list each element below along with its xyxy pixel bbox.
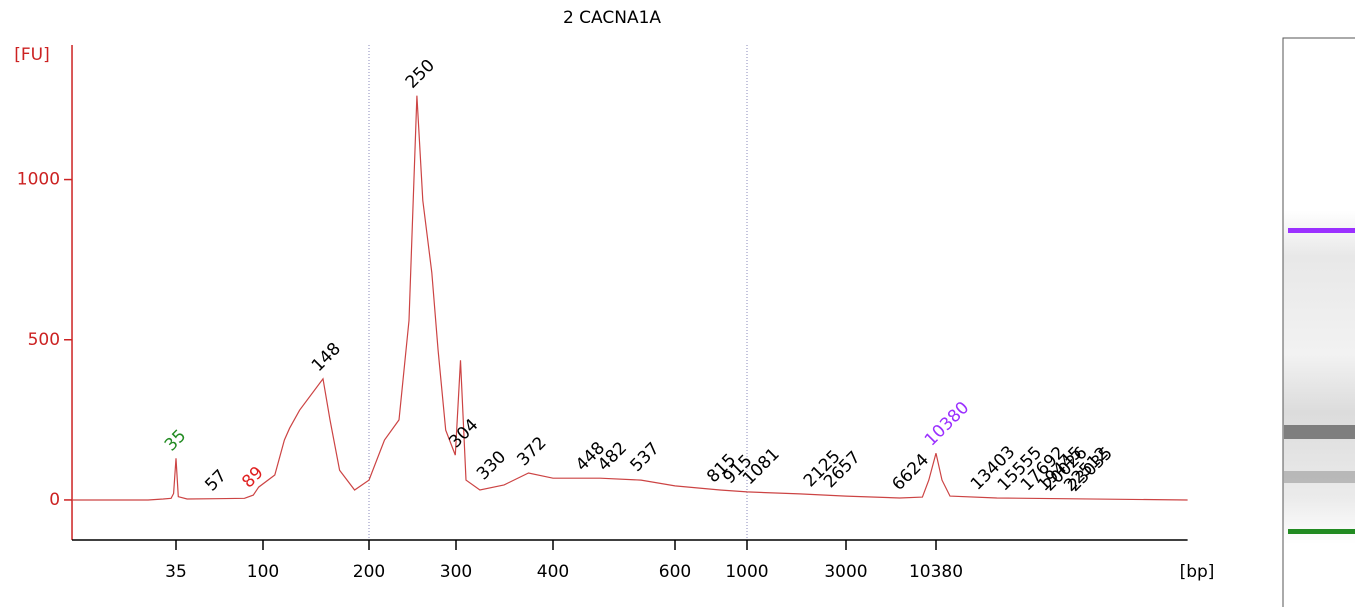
peak-label: 537 <box>627 439 664 476</box>
peak-label: 330 <box>473 447 510 484</box>
y-tick-label: 1000 <box>17 170 60 190</box>
upper-marker-band <box>1288 228 1355 233</box>
y-tick-label: 500 <box>28 330 60 350</box>
x-tick-label: 3000 <box>824 562 867 582</box>
x-axis-label: [bp] <box>1180 562 1215 582</box>
peak-label: 304 <box>445 415 482 452</box>
x-tick-label: 200 <box>353 562 385 582</box>
peak-label: 89 <box>238 463 267 492</box>
y-axis-label: [FU] <box>14 45 50 65</box>
trace <box>72 95 1188 501</box>
lower-marker-band <box>1288 529 1355 534</box>
x-tick-label: 600 <box>659 562 691 582</box>
gel-lane <box>1282 37 1355 607</box>
peak-label: 148 <box>308 339 345 376</box>
x-tick-label: 300 <box>440 562 472 582</box>
x-tick-label: 10380 <box>909 562 963 582</box>
x-tick-label: 100 <box>247 562 279 582</box>
x-tick-label: 400 <box>537 562 569 582</box>
peak-label: 57 <box>201 466 230 495</box>
x-tick-label: 1000 <box>725 562 768 582</box>
x-tick-label: 35 <box>165 562 187 582</box>
peak-label: 250 <box>402 56 439 93</box>
gel-band <box>1284 425 1355 439</box>
peak-label: 35 <box>161 426 190 455</box>
y-tick-label: 0 <box>49 490 60 510</box>
gel-band <box>1284 471 1355 483</box>
peak-label: 372 <box>513 433 550 470</box>
peak-label: 10380 <box>921 398 973 450</box>
chart-title: 2 CACNA1A <box>563 8 661 28</box>
gel-frame <box>1282 37 1355 607</box>
